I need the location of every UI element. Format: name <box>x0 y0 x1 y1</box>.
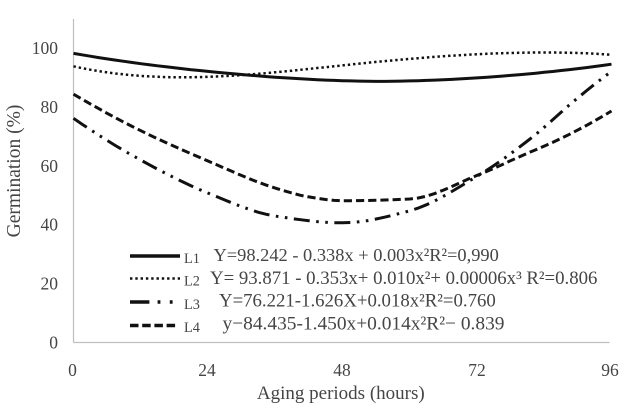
svg-text:80: 80 <box>41 97 59 117</box>
svg-text:20: 20 <box>41 274 59 294</box>
svg-text:0: 0 <box>49 333 58 353</box>
svg-text:Y= 93.871 - 0.353x+ 0.010x²+ 0: Y= 93.871 - 0.353x+ 0.010x²+ 0.00006x³ R… <box>210 268 597 289</box>
svg-text:Y=76.221-1.626X+0.018x²R²=0.76: Y=76.221-1.626X+0.018x²R²=0.760 <box>219 291 496 312</box>
svg-text:L4: L4 <box>184 320 200 336</box>
svg-text:24: 24 <box>198 360 216 380</box>
svg-text:72: 72 <box>468 360 486 380</box>
svg-text:Aging periods (hours): Aging periods (hours) <box>257 383 425 404</box>
svg-text:L2: L2 <box>184 274 200 290</box>
svg-text:Germination (%): Germination (%) <box>4 105 25 238</box>
svg-text:60: 60 <box>41 156 59 176</box>
svg-text:L1: L1 <box>184 251 200 267</box>
svg-text:0: 0 <box>68 360 77 380</box>
svg-text:40: 40 <box>41 215 59 235</box>
svg-text:Y=98.242 - 0.338x + 0.003x²R²=: Y=98.242 - 0.338x + 0.003x²R²=0,990 <box>214 245 499 265</box>
svg-text:y−84.435-1.450x+0.014x²R²− 0.8: y−84.435-1.450x+0.014x²R²− 0.839 <box>223 314 505 335</box>
svg-text:L3: L3 <box>184 297 200 313</box>
svg-text:100: 100 <box>32 38 59 58</box>
svg-text:48: 48 <box>333 360 351 380</box>
svg-text:96: 96 <box>601 360 619 380</box>
